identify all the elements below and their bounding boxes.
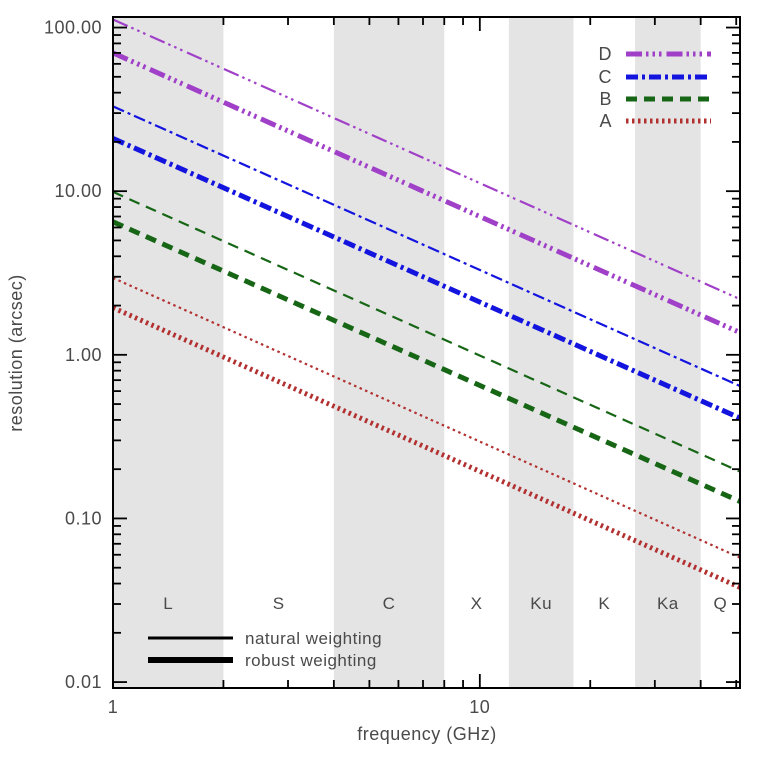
y-tick-label-10: 10.00 [54,181,102,201]
band-shade-L [113,18,224,687]
band-label-Ku: Ku [530,594,552,613]
band-label-K: K [598,594,610,613]
band-shade-Ku [508,18,574,687]
weighting-legend-label-thick: robust weighting [245,651,377,670]
line-D-robust [111,50,742,335]
y-tick-label-100: 100.00 [44,18,102,38]
legend-label-C: C [599,67,613,87]
band-shade-Ka [635,18,701,687]
y-tick-label-0.1: 0.10 [65,508,102,528]
line-A-robust [111,305,742,590]
line-B-robust [111,219,742,504]
x-tick-label-1: 1 [108,697,119,717]
y-axis-title: resolution (arcsec) [6,274,26,432]
line-B-natural [112,190,741,473]
band-label-C: C [383,594,396,613]
line-A-natural [112,276,741,559]
y-tick-label-1: 1.00 [65,345,102,365]
y-tick-label-0.01: 0.01 [65,672,102,692]
band-label-X: X [471,594,483,613]
plot-frame [112,16,741,689]
legend-label-B: B [599,89,612,109]
legend-label-A: A [599,111,612,131]
band-label-Q: Q [713,594,727,613]
line-D-natural [112,18,741,301]
band-shade-C [333,18,445,687]
band-label-S: S [273,594,285,613]
legend-label-D: D [599,44,613,64]
band-label-L: L [163,594,173,613]
band-label-Ka: Ka [657,594,679,613]
x-axis-title: frequency (GHz) [357,724,497,744]
weighting-legend-label-thin: natural weighting [245,629,382,648]
x-tick-label-10: 10 [469,697,490,717]
